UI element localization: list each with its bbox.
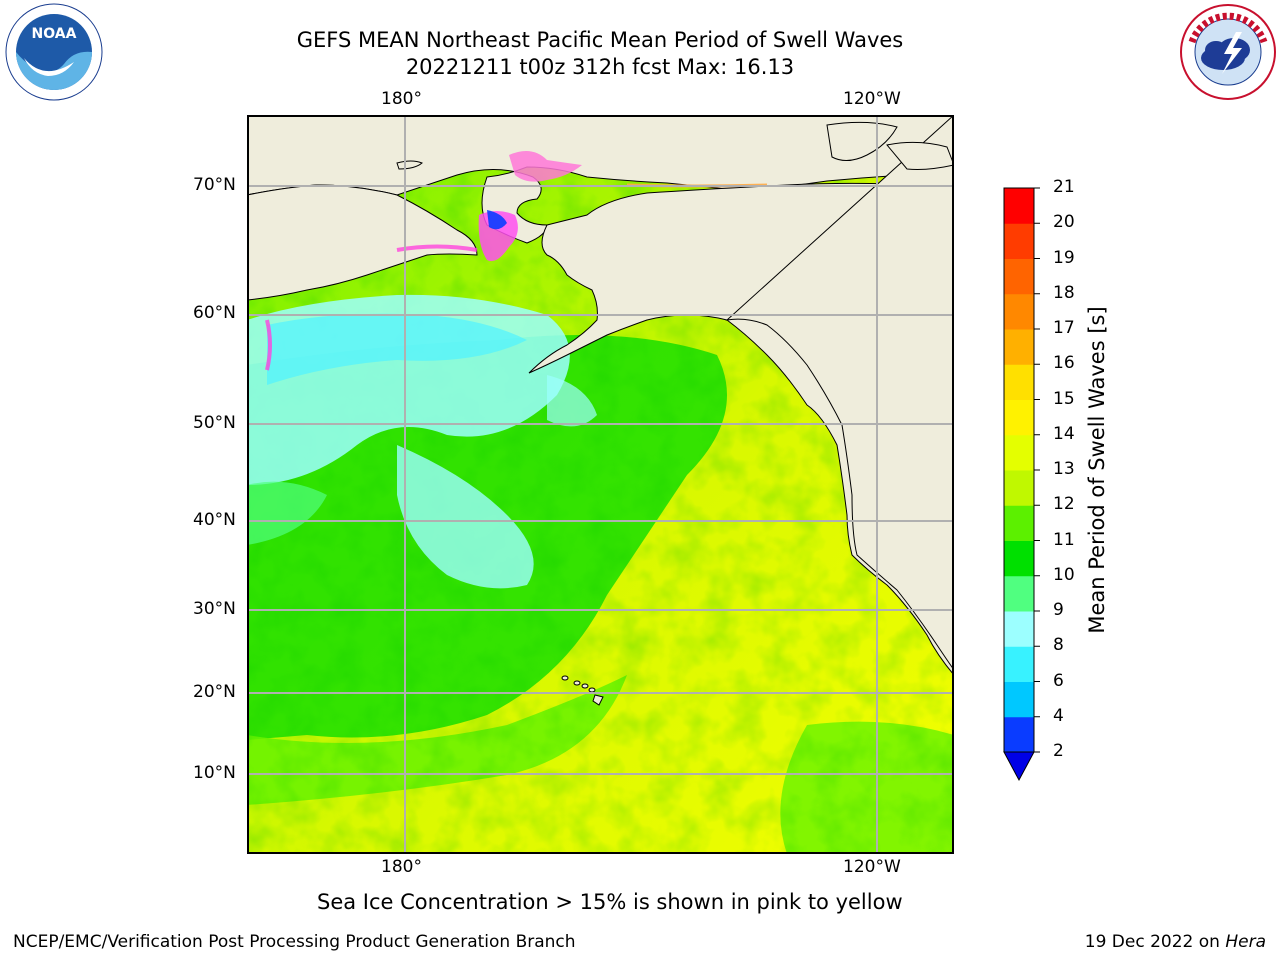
swell-zone-10s-edge <box>247 481 327 545</box>
lon-label-bottom-180: 180° <box>381 857 422 877</box>
colorbar-tick-label: 11 <box>1053 529 1075 550</box>
colorbar-tick-label: 21 <box>1053 177 1075 197</box>
map-gridlines <box>247 115 954 854</box>
colorbar-segment <box>1004 681 1034 718</box>
footer-left: NCEP/EMC/Verification Post Processing Pr… <box>13 932 576 952</box>
colorbar-tick-label: 10 <box>1053 564 1075 585</box>
colorbar-label: Mean Period of Swell Waves [s] <box>1085 306 1109 634</box>
sea-ice-caption: Sea Ice Concentration > 15% is shown in … <box>317 890 903 914</box>
colorbar-tick-label: 16 <box>1053 353 1075 374</box>
colorbar-tick-label: 20 <box>1053 212 1075 233</box>
lon-label-top-180: 180° <box>381 89 422 109</box>
footer-right: 19 Dec 2022 on Hera <box>1085 932 1266 952</box>
colorbar-segment <box>1004 646 1034 682</box>
land-arctic-islands-2 <box>886 141 954 170</box>
colorbar-tick-label: 17 <box>1053 318 1075 338</box>
sea-ice-bering-blue <box>487 210 507 230</box>
colorbar-segment <box>1004 716 1034 753</box>
lat-label-10n: 10°N <box>193 763 236 783</box>
sea-ice-bering <box>478 211 518 262</box>
lat-label-50n: 50°N <box>193 413 236 433</box>
lon-label-top-120w: 120°W <box>843 89 901 109</box>
colorbar <box>1003 187 1040 782</box>
land-arctic-islands <box>826 121 898 161</box>
colorbar-segment <box>1004 329 1034 365</box>
chart-title-line1: GEFS MEAN Northeast Pacific Mean Period … <box>296 28 904 52</box>
swell-zone-8s <box>267 313 527 385</box>
footer-host: Hera <box>1225 932 1266 952</box>
colorbar-tick-label: 18 <box>1053 282 1075 303</box>
colorbar-segment <box>1004 505 1034 541</box>
chart-title-line2: 20221211 t00z 312h fcst Max: 16.13 <box>405 55 795 79</box>
noaa-logo-text: NOAA <box>32 26 77 42</box>
nws-logo <box>1180 4 1276 100</box>
colorbar-segment <box>1004 470 1034 506</box>
colorbar-segment <box>1004 364 1034 400</box>
lat-label-60n: 60°N <box>193 303 236 323</box>
colorbar-tick-label: 12 <box>1053 494 1075 515</box>
colorbar-segment <box>1004 188 1034 224</box>
colorbar-segment <box>1004 611 1034 647</box>
colorbar-tick-label: 19 <box>1053 247 1075 268</box>
colorbar-tick-label: 14 <box>1053 423 1075 444</box>
lat-label-20n: 20°N <box>193 682 236 702</box>
lat-label-70n: 70°N <box>193 175 236 195</box>
colorbar-tick-label: 9 <box>1053 600 1064 620</box>
colorbar-tick-label: 15 <box>1053 388 1075 409</box>
map-frame <box>247 115 954 854</box>
lat-label-30n: 30°N <box>193 599 236 619</box>
sea-ice-kamchatka <box>265 319 272 371</box>
colorbar-extend-arrow <box>1003 751 1035 782</box>
swell-zone-9s-b <box>397 445 534 589</box>
swell-zone-9s-c <box>547 375 597 427</box>
colorbar-tick-label: 2 <box>1053 741 1064 761</box>
colorbar-segment <box>1004 399 1034 436</box>
map-panel <box>247 115 954 854</box>
lon-label-bottom-120w: 120°W <box>843 857 901 877</box>
colorbar-segment <box>1004 434 1034 471</box>
land-hawaii <box>561 675 604 706</box>
footer-date: 19 Dec 2022 on <box>1084 932 1226 952</box>
lat-label-40n: 40°N <box>193 510 236 530</box>
sea-ice-chukchi <box>509 151 582 182</box>
colorbar-segment <box>1004 575 1034 612</box>
land-north-america <box>725 115 954 671</box>
noaa-logo: NOAA <box>5 3 103 101</box>
colorbar-segment <box>1004 293 1034 330</box>
colorbar-segment <box>1004 223 1034 259</box>
colorbar-segment <box>1004 540 1034 577</box>
colorbar-tick-label: 13 <box>1053 459 1075 479</box>
colorbar-tick-label: 8 <box>1053 635 1064 656</box>
colorbar-tick-label: 4 <box>1053 705 1064 726</box>
colorbar-segment <box>1004 258 1034 295</box>
colorbar-tick-label: 6 <box>1053 670 1064 691</box>
